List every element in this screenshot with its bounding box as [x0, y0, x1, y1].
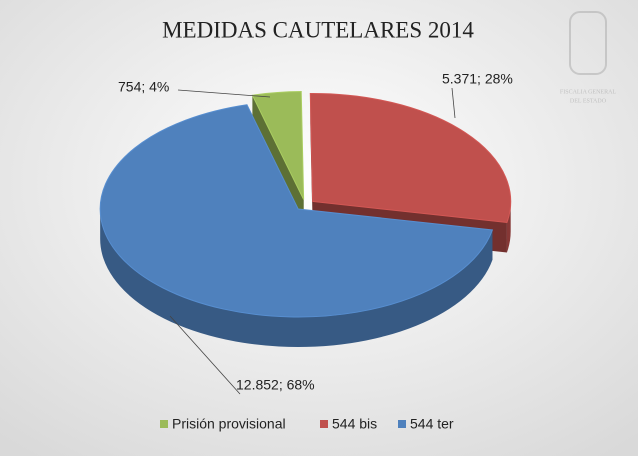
slice: [251, 91, 305, 200]
logo-shield: [569, 11, 607, 75]
slice: [309, 92, 512, 223]
data-label: 5.371; 28%: [442, 71, 513, 87]
legend-swatch: [398, 420, 406, 428]
tops: [99, 91, 512, 318]
legend-swatch: [160, 420, 168, 428]
legend-label: 544 bis: [332, 416, 377, 432]
leader-line: [169, 315, 241, 395]
legend-label: 544 ter: [410, 416, 454, 432]
data-label: 754; 4%: [118, 79, 169, 95]
leader-line: [177, 89, 271, 98]
leader-line: [451, 87, 456, 119]
slice: [99, 104, 494, 318]
logo-text: DEL ESTADO: [570, 98, 607, 104]
slice-side: [100, 209, 493, 348]
chart-title: MEDIDAS CAUTELARES 2014: [162, 17, 474, 42]
legend-swatch: [320, 420, 328, 428]
logo: FISCALIA GENERAL DEL ESTADO: [560, 11, 617, 104]
logo-text: FISCALIA GENERAL: [560, 89, 617, 95]
legend-label: Prisión provisional: [172, 416, 286, 432]
data-label: 12.852; 68%: [236, 377, 315, 393]
